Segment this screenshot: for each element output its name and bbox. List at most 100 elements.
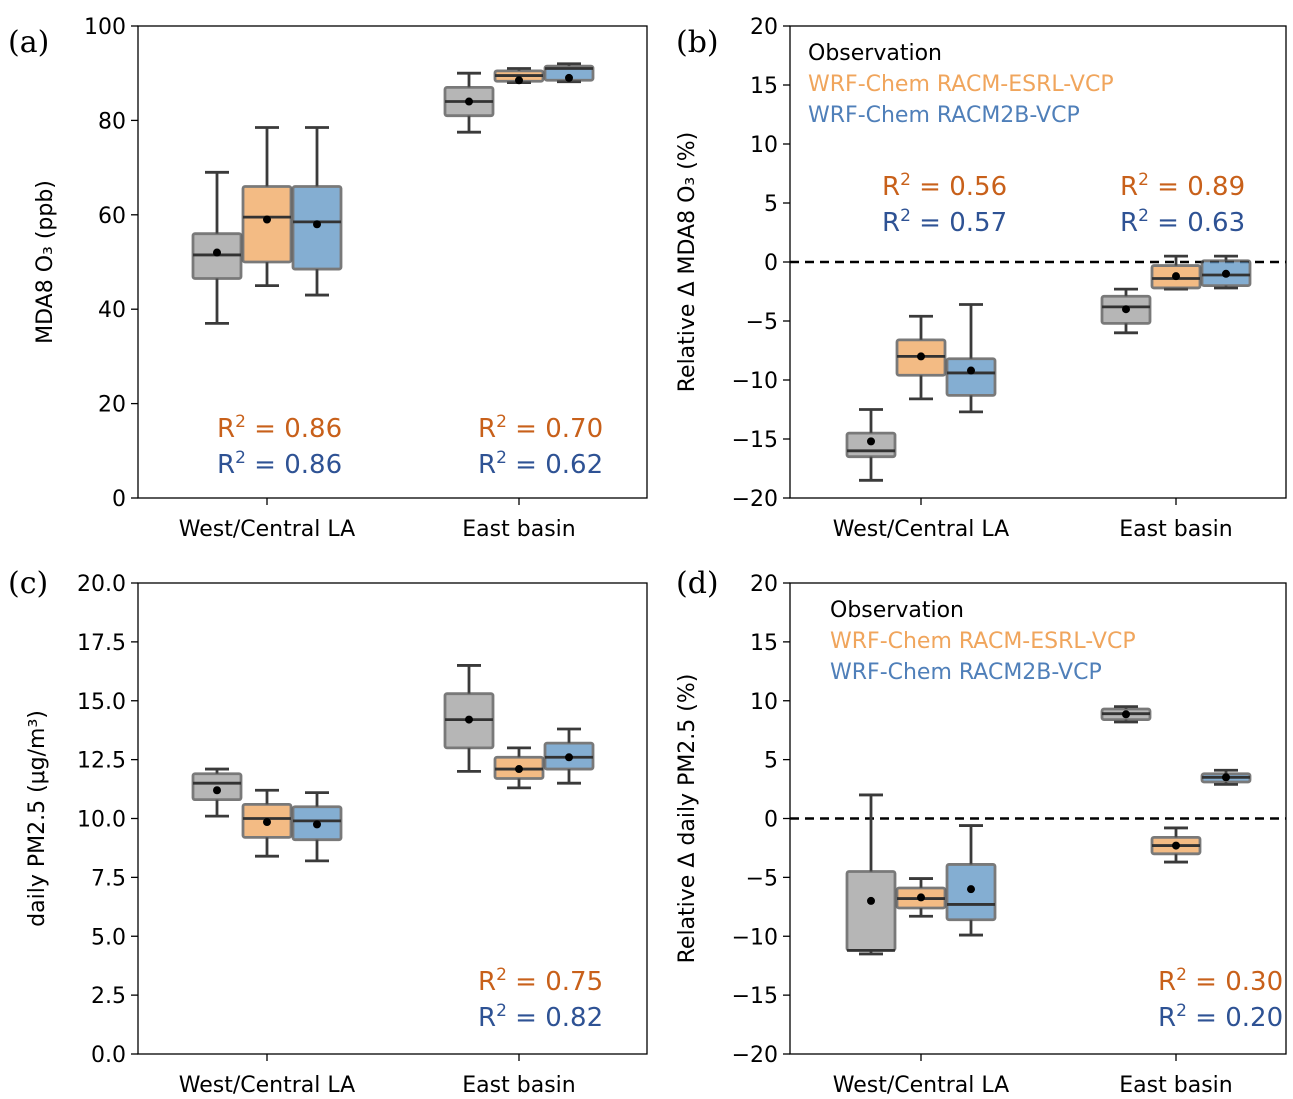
y-tick-label: 0.0 (91, 1043, 126, 1068)
mean-dot (565, 73, 573, 82)
mean-dot (465, 97, 473, 106)
panel-0: (a) 0 20 40 60 80 100 West/Central LA East basin… (8, 15, 648, 542)
mean-dot (1222, 269, 1230, 278)
box-0-1 (443, 664, 495, 773)
panel-label: (c) (8, 566, 48, 601)
mean-dot (313, 820, 321, 829)
y-tick-label: 15 (750, 631, 778, 656)
y-tick-label: −10 (732, 369, 778, 394)
y-tick-label: 10 (750, 133, 778, 158)
y-axis-label: daily PM2.5 (μg/m³) (25, 710, 50, 927)
mean-dot (565, 753, 573, 762)
axes-frame (137, 582, 648, 1055)
y-tick-label: −5 (746, 866, 778, 891)
r-squared-annotation: R2 = 0.63 (1120, 206, 1245, 238)
y-tick-label: 12.5 (77, 749, 126, 774)
box-0-1 (1100, 705, 1152, 724)
mean-dot (1222, 773, 1230, 782)
box-1-1 (493, 67, 545, 85)
box-0-0 (845, 793, 897, 956)
y-tick-label: 10 (750, 690, 778, 715)
y-tick-label: −20 (732, 487, 778, 512)
y-tick-label: 5.0 (91, 925, 126, 950)
box-1-1 (1150, 254, 1202, 291)
legend-entry: WRF-Chem RACM2B-VCP (808, 103, 1080, 128)
x-tick-label: East basin (462, 1073, 575, 1098)
x-tick-label: East basin (462, 517, 575, 542)
legend-entry: Observation (808, 41, 942, 66)
mean-dot (917, 352, 925, 361)
y-tick-label: 17.5 (77, 631, 126, 656)
y-tick-label: −20 (732, 1043, 778, 1068)
mean-dot (967, 885, 975, 894)
mean-dot (867, 437, 875, 446)
y-tick-label: 40 (98, 298, 126, 323)
mean-dot (1122, 710, 1130, 719)
y-tick-label: 100 (84, 15, 126, 40)
y-tick-label: 20 (750, 15, 778, 40)
panel-label: (a) (8, 25, 49, 60)
y-tick-label: 20 (98, 393, 126, 418)
y-tick-label: 5 (764, 192, 778, 217)
mean-dot (1122, 305, 1130, 314)
y-tick-label: −15 (732, 428, 778, 453)
mean-dot (1172, 272, 1180, 281)
y-tick-label: 5 (764, 749, 778, 774)
mean-dot (465, 715, 473, 724)
box-0-0 (845, 408, 897, 482)
x-tick-label: West/Central LA (179, 1073, 355, 1098)
panel-label: (b) (676, 25, 719, 60)
r-squared-annotation: R2 = 0.62 (478, 448, 603, 480)
box-1-0 (895, 314, 947, 401)
box-2-0 (291, 791, 343, 863)
panel-3: (d) −20 −15 −10 −5 0 5 10 15 20 West/Central LA Eas… (675, 566, 1287, 1098)
box-1-0 (241, 126, 293, 288)
axes-frame (789, 582, 1287, 1055)
y-tick-label: 15 (750, 74, 778, 99)
mean-dot (213, 786, 221, 795)
axes-frame (137, 25, 648, 499)
mean-dot (515, 76, 523, 85)
y-tick-label: 80 (98, 109, 126, 134)
x-tick-label: East basin (1119, 1073, 1232, 1098)
mean-dot (515, 765, 523, 774)
y-tick-label: 20.0 (77, 572, 126, 597)
mean-dot (213, 248, 221, 257)
iqr-box (945, 357, 997, 397)
box-1-0 (895, 877, 947, 918)
mean-dot (917, 893, 925, 902)
y-tick-label: 10.0 (77, 808, 126, 833)
axes-frame (789, 25, 1287, 499)
r-squared-annotation: R2 = 0.75 (478, 965, 603, 997)
x-tick-label: West/Central LA (833, 517, 1009, 542)
iqr-box (241, 185, 293, 264)
y-tick-label: 2.5 (91, 984, 126, 1009)
r-squared-annotation: R2 = 0.86 (217, 448, 342, 480)
mean-dot (263, 818, 271, 827)
x-tick-label: East basin (1119, 517, 1232, 542)
y-axis-label: Relative Δ daily PM2.5 (%) (675, 674, 700, 964)
box-0-0 (191, 767, 243, 818)
box-0-0 (191, 170, 243, 325)
panel-1: (b) −20 −15 −10 −5 0 5 10 15 20 West/Central LA Eas… (675, 15, 1287, 542)
mean-dot (263, 215, 271, 224)
r-squared-annotation: R2 = 0.57 (882, 206, 1007, 238)
x-tick-label: West/Central LA (179, 517, 355, 542)
legend-entry: WRF-Chem RACM2B-VCP (830, 660, 1102, 685)
y-tick-label: 60 (98, 204, 126, 229)
legend-entry: WRF-Chem RACM-ESRL-VCP (830, 629, 1136, 654)
y-tick-label: 15.0 (77, 690, 126, 715)
y-tick-label: −5 (746, 310, 778, 335)
box-2-0 (291, 126, 343, 297)
r-squared-annotation: R2 = 0.86 (217, 412, 342, 444)
r-squared-annotation: R2 = 0.30 (1158, 965, 1283, 997)
r-squared-annotation: R2 = 0.70 (478, 412, 603, 444)
iqr-box (845, 870, 897, 952)
mean-dot (1172, 841, 1180, 850)
y-tick-label: 0 (764, 251, 778, 276)
box-0-1 (1100, 287, 1152, 335)
box-2-1 (1200, 768, 1252, 786)
box-1-0 (241, 788, 293, 858)
r-squared-annotation: R2 = 0.89 (1120, 170, 1245, 202)
